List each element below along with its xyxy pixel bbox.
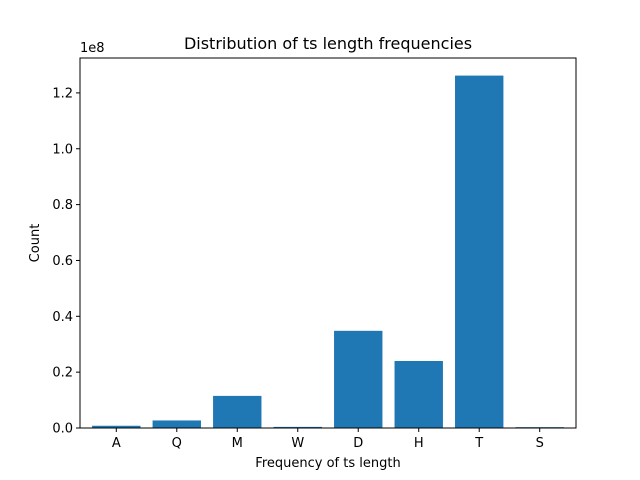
y-tick-label: 0.6 [52,254,73,269]
y-axis-scale-label: 1e8 [80,41,105,56]
bar-W [273,426,322,428]
chart-title: Distribution of ts length frequencies [184,34,472,53]
bar-H [394,360,443,428]
x-tick-label: Q [172,436,182,451]
y-tick-label: 0.8 [52,198,73,213]
x-tick-label: W [291,436,304,451]
plot-frame [79,57,577,429]
x-tick-label: D [353,436,363,451]
y-tick-label: 1.0 [52,142,73,157]
x-tick-label: A [112,436,121,451]
x-tick-label: T [474,436,483,451]
bars-group [92,75,564,428]
bar-T [455,75,504,428]
bar-Q [152,420,201,428]
bar-D [334,330,383,428]
y-tick-label: 0.4 [52,310,73,325]
y-ticks-group: 0.0 0.2 0.4 0.6 0.8 1.0 1.2 [52,86,80,437]
y-tick-label: 0.0 [52,422,73,437]
y-tick-label: 0.2 [52,366,73,381]
bar-M [213,395,262,428]
x-tick-label: S [536,436,544,451]
x-tick-label: M [232,436,243,451]
bar-A [92,425,141,428]
y-axis-label: Count [28,224,43,263]
x-tick-label: H [414,436,424,451]
y-tick-label: 1.2 [52,86,73,101]
x-axis-label: Frequency of ts length [255,456,400,471]
